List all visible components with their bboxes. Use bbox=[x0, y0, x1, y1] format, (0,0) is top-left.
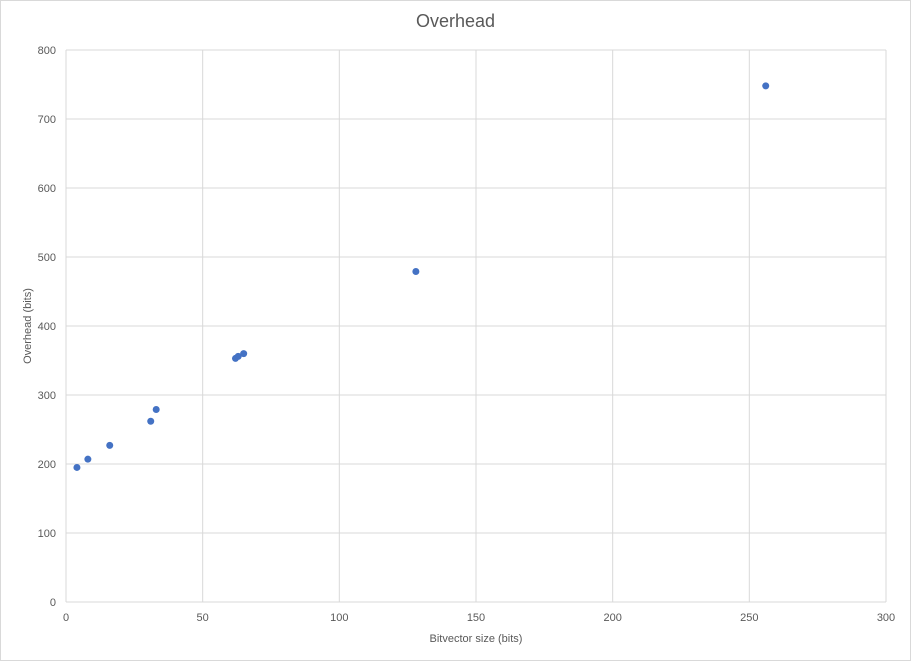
gridlines bbox=[65, 49, 887, 603]
y-tick-label: 0 bbox=[50, 597, 56, 609]
x-tick-label: 300 bbox=[877, 612, 895, 624]
x-tick-label: 200 bbox=[603, 612, 621, 624]
data-point bbox=[73, 463, 81, 471]
y-tick-label: 100 bbox=[38, 528, 56, 540]
x-tick-label: 50 bbox=[197, 612, 209, 624]
data-point bbox=[240, 350, 248, 358]
chart-title: Overhead bbox=[415, 11, 496, 31]
x-axis-ticks: 0 50 100 150 200 250 300 bbox=[63, 612, 895, 624]
data-point bbox=[147, 417, 155, 425]
data-point bbox=[412, 267, 420, 275]
data-point bbox=[234, 352, 242, 360]
y-axis-ticks: 0 100 200 300 400 500 600 700 800 bbox=[38, 45, 56, 609]
y-tick-label: 400 bbox=[38, 321, 56, 333]
x-tick-label: 250 bbox=[740, 612, 758, 624]
x-axis-title: Bitvector size (bits) bbox=[430, 633, 523, 645]
y-tick-label: 700 bbox=[38, 114, 56, 126]
data-point bbox=[762, 82, 770, 90]
y-tick-label: 600 bbox=[38, 183, 56, 195]
data-point bbox=[84, 455, 92, 463]
y-tick-label: 500 bbox=[38, 252, 56, 264]
data-point bbox=[152, 405, 160, 413]
x-tick-label: 150 bbox=[467, 612, 485, 624]
data-point bbox=[106, 441, 114, 449]
y-tick-label: 300 bbox=[38, 390, 56, 402]
data-points bbox=[73, 82, 770, 471]
y-axis-title: Overhead (bits) bbox=[22, 288, 34, 364]
y-tick-label: 200 bbox=[38, 459, 56, 471]
y-tick-label: 800 bbox=[38, 45, 56, 57]
x-tick-label: 100 bbox=[330, 612, 348, 624]
x-tick-label: 0 bbox=[63, 612, 69, 624]
